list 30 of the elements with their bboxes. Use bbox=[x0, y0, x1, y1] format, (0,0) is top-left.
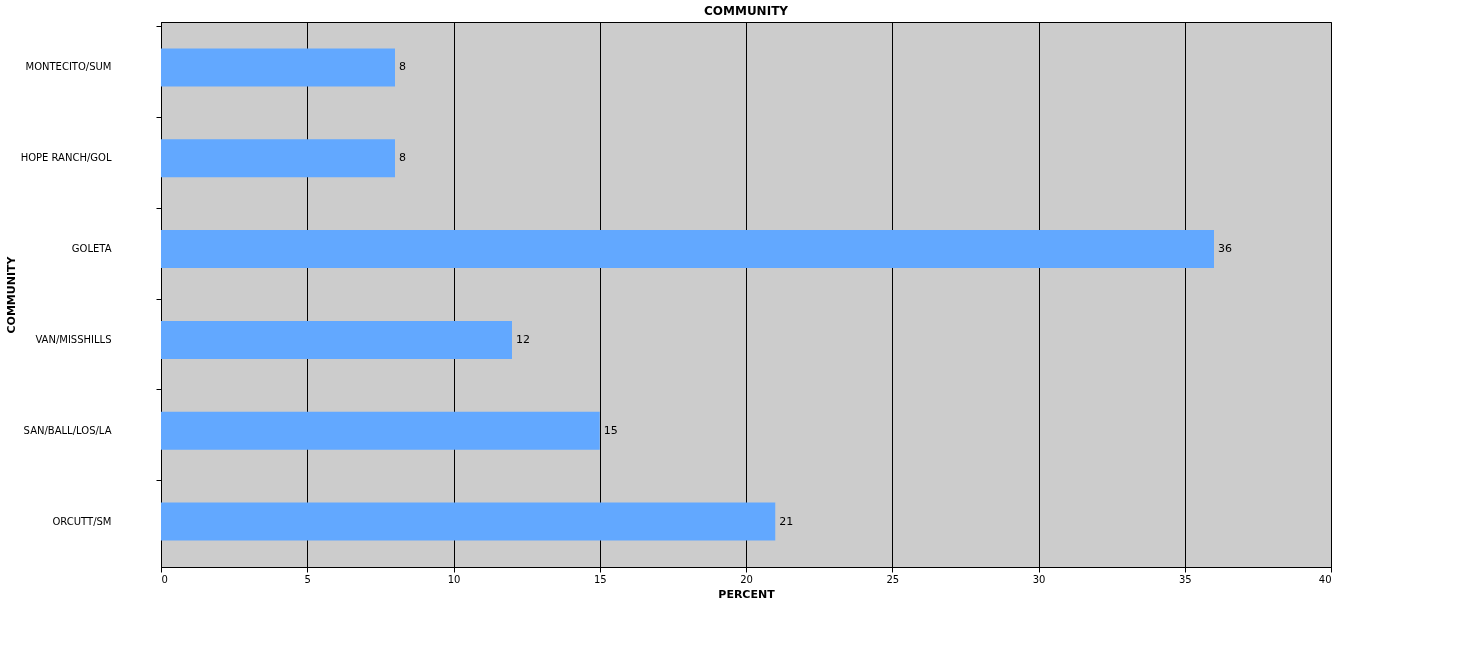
y-tick-label: SAN/BALL/LOS/LA bbox=[23, 424, 112, 436]
bar bbox=[161, 139, 395, 178]
x-tick-label: 0 bbox=[161, 573, 168, 585]
bar bbox=[161, 48, 395, 87]
data-label: 12 bbox=[516, 332, 530, 346]
data-label: 8 bbox=[399, 60, 406, 74]
bar bbox=[161, 230, 1214, 269]
x-axis-title: PERCENT bbox=[718, 587, 776, 601]
y-axis-title: COMMUNITY bbox=[4, 255, 18, 334]
y-tick-label: GOLETA bbox=[71, 243, 112, 255]
y-tick-label: MONTECITO/SUM bbox=[25, 61, 112, 73]
x-tick-label: 5 bbox=[304, 573, 311, 585]
y-tick-label: VAN/MISSHILLS bbox=[35, 333, 112, 345]
y-tick-label: HOPE RANCH/GOL bbox=[20, 152, 112, 164]
y-tick-label: ORCUTT/SM bbox=[52, 515, 112, 527]
data-label: 8 bbox=[399, 151, 406, 165]
bar bbox=[161, 411, 600, 450]
x-tick-label: 10 bbox=[447, 573, 461, 585]
data-label: 21 bbox=[779, 514, 794, 528]
x-tick-label: 25 bbox=[886, 573, 900, 585]
data-label: 15 bbox=[603, 423, 618, 437]
bar bbox=[161, 320, 512, 359]
x-tick-label: 20 bbox=[740, 573, 753, 585]
x-tick-label: 30 bbox=[1032, 573, 1046, 585]
x-tick-label: 40 bbox=[1318, 573, 1332, 585]
data-label: 36 bbox=[1218, 242, 1232, 256]
x-tick-label: 15 bbox=[593, 573, 607, 585]
x-tick-label: 35 bbox=[1178, 573, 1192, 585]
chart-title: COMMUNITY bbox=[703, 4, 789, 18]
bar bbox=[161, 502, 776, 541]
